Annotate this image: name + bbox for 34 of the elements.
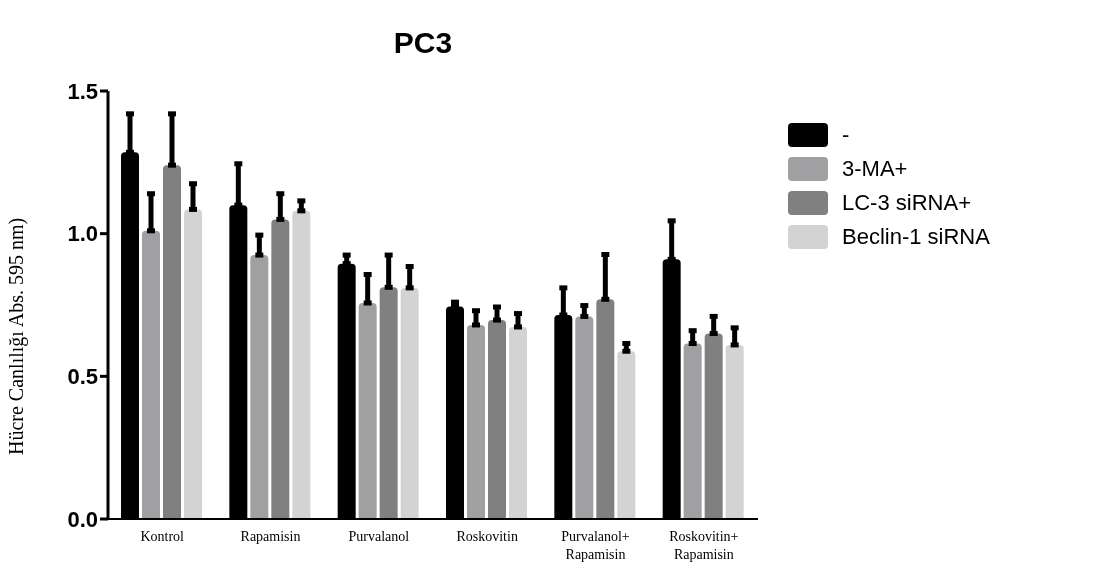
bar (250, 255, 269, 519)
x-tick-label: Purvalanol+ Rapamisin (561, 529, 630, 562)
legend-label: Beclin-1 siRNA (842, 224, 990, 250)
bar (292, 210, 311, 519)
bar (683, 343, 702, 519)
x-tick-label: Purvalanol (348, 529, 410, 544)
x-tick-label: Rapamisin (240, 529, 301, 544)
y-axis-title: Hücre Canlılığı Abs. 595 nm) (5, 217, 29, 455)
bar (163, 165, 181, 519)
bar (617, 351, 636, 519)
bar (704, 333, 723, 519)
bar (184, 209, 202, 519)
y-tick-label: 1.0 (67, 221, 98, 247)
bar (142, 230, 160, 519)
legend-label: 3-MA+ (842, 156, 908, 182)
bar (509, 326, 527, 519)
bar (488, 320, 506, 519)
bar (467, 324, 485, 519)
x-tick-label: Roskovitin+ Rapamisin (669, 529, 739, 562)
y-tick-label: 0.5 (67, 364, 98, 390)
bar (725, 344, 744, 519)
x-tick-label: Kontrol (140, 529, 185, 544)
y-tick-label: 0.0 (67, 506, 98, 532)
chart-title: PC3 (392, 26, 454, 60)
legend-label: LC-3 siRNA+ (842, 190, 971, 216)
bar (379, 287, 398, 519)
y-tick-label: 1.5 (67, 78, 98, 104)
bar (358, 303, 377, 519)
legend-label: - (842, 122, 850, 148)
x-tick-label: Roskovitin (456, 529, 518, 544)
bar (596, 299, 615, 519)
bar (400, 287, 419, 519)
bar (575, 316, 594, 519)
bar (271, 219, 290, 519)
